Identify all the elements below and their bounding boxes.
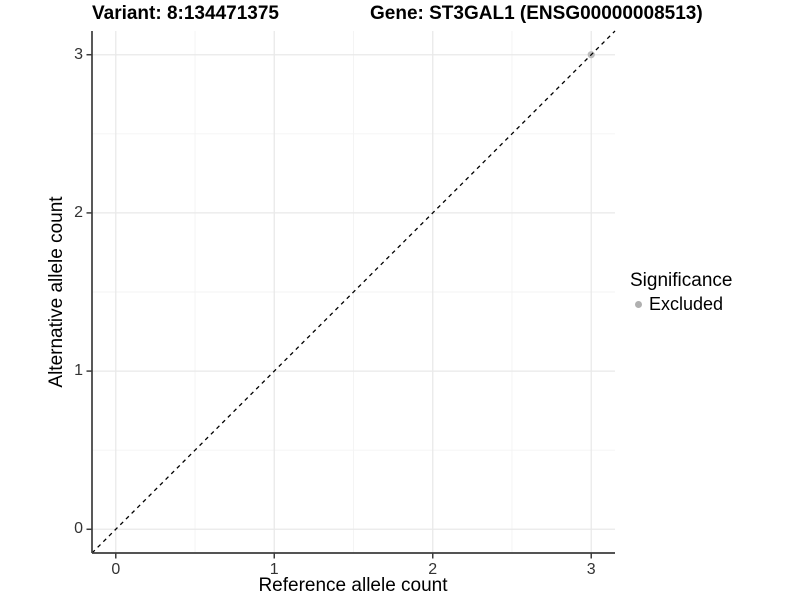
x-axis-title: Reference allele count	[258, 575, 448, 596]
x-tick-label: 0	[111, 561, 121, 578]
x-tick-label: 2	[428, 561, 438, 578]
legend-entry-label: Excluded	[649, 294, 724, 314]
y-tick-label: 3	[74, 45, 83, 63]
y-tick-label: 2	[74, 203, 83, 221]
identity-line	[91, 30, 616, 554]
plot-canvas	[86, 30, 616, 559]
y-axis-title: Alternative allele count	[46, 196, 67, 388]
y-tick-label: 1	[74, 362, 83, 380]
legend-key	[630, 296, 647, 314]
x-tick-label: 1	[269, 561, 279, 578]
legend-title: Significance	[630, 270, 733, 291]
gene-title: Gene: ST3GAL1 (ENSG00000008513)	[370, 3, 703, 24]
excluded-point-icon	[635, 301, 642, 308]
variant-title: Variant: 8:134471375	[92, 3, 279, 24]
y-tick-label: 0	[74, 520, 83, 538]
legend: Significance Excluded	[630, 270, 732, 315]
plot-panel	[86, 30, 616, 559]
legend-entry-excluded: Excluded	[630, 294, 732, 315]
x-tick-label: 3	[586, 561, 596, 578]
